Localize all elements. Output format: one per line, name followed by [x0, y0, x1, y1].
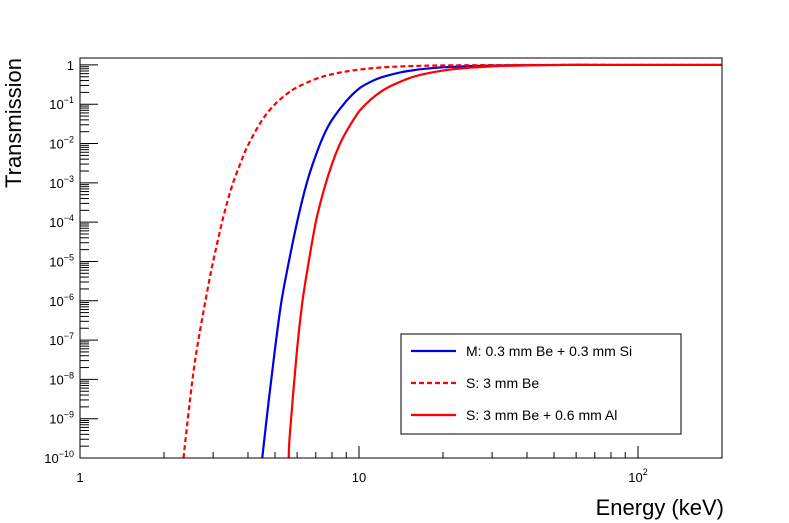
y-tick-label: 10−1	[49, 95, 74, 112]
axis-ticks	[79, 64, 723, 459]
y-tick-label: 10−8	[49, 370, 74, 387]
x-tick-label: 1	[76, 470, 83, 485]
series-lines	[182, 63, 722, 459]
legend: M: 0.3 mm Be + 0.3 mm Si S: 3 mm Be S: 3 m…	[400, 333, 682, 435]
legend-label-3: S: 3 mm Be + 0.6 mm Al	[466, 407, 617, 423]
y-tick-label: 10−9	[49, 410, 74, 427]
legend-label-2: S: 3 mm Be	[466, 375, 539, 391]
y-tick-label: 10−4	[49, 213, 74, 230]
y-tick-label: 10−10	[44, 449, 74, 466]
y-tick-label: 10−2	[49, 135, 74, 152]
tick-labels: 1 10−1 10−2 10−3 10−4 10−5 10−6 10−7 10−8 10−9 10−…	[44, 58, 648, 485]
y-tick-label: 10−7	[49, 331, 74, 348]
legend-label-1: M: 0.3 mm Be + 0.3 mm Si	[466, 343, 632, 359]
y-tick-label: 10−3	[49, 174, 74, 191]
y-tick-label: 1	[67, 58, 74, 73]
y-axis-label: Transmission	[1, 58, 26, 188]
y-tick-label: 10−5	[49, 252, 74, 269]
plot-frame	[79, 57, 723, 459]
x-tick-label: 102	[628, 467, 647, 485]
y-tick-label: 10−6	[49, 292, 74, 309]
x-axis-label: Energy (keV)	[596, 495, 724, 520]
x-tick-label: 10	[352, 470, 366, 485]
series-line-3	[287, 63, 722, 459]
